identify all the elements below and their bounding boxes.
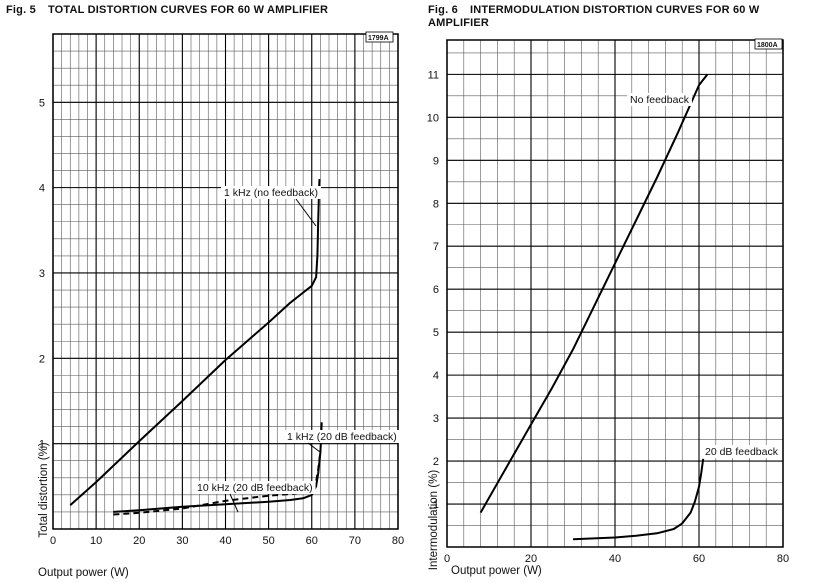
y-axis-label: Intermodulation (%) [428,470,440,571]
fig6-title: Fig. 6 INTERMODULATION DISTORTION CURVES … [428,4,760,16]
figure-code-box [365,31,394,43]
figure-code-box [754,38,783,50]
y-tick-label: 6 [433,284,439,296]
y-tick-label: 11 [428,69,439,81]
y-tick-label: 5 [433,327,439,339]
x-tick-label: 70 [349,535,361,547]
x-axis-label: Output power (W) [451,565,542,577]
figure-code: 1800A [757,42,778,49]
x-tick-label: 10 [90,535,102,547]
x-tick-label: 0 [50,535,56,547]
annotation-1khz-20db-feedback-bg [284,430,400,443]
y-tick-label: 8 [433,198,439,210]
plot-frame [52,33,399,530]
x-tick-label: 80 [777,553,789,565]
annotation-20db-feedback-bg [702,445,781,458]
annotation-1khz-no-feedback-bg [221,186,321,199]
plot-frame [446,39,784,548]
series-line-1 [572,458,705,541]
x-tick-label: 20 [525,553,537,565]
leader-10khz-20db [229,493,239,513]
annotation-10khz-20db-feedback-bg [194,481,316,494]
leader-1khz-20db [307,442,321,453]
figure-code: 1799A [368,35,389,42]
y-tick-label: 4 [433,370,439,382]
y-axis-label: Total distortion (%) [38,442,50,537]
y-tick-label: 4 [39,183,45,195]
y-tick-label: 5 [39,97,45,109]
y-tick-label: 1 [433,499,439,511]
annotation-1khz-no-feedback: 1 kHz (no feedback) [224,187,318,199]
y-tick-label: 7 [433,241,439,253]
x-tick-label: 80 [392,535,404,547]
y-tick-label: 10 [427,112,439,124]
y-tick-label: 9 [433,155,439,167]
x-tick-label: 0 [444,553,450,565]
y-tick-label: 3 [39,268,45,280]
x-tick-label: 20 [133,535,145,547]
y-tick-label: 1 [39,439,45,451]
annotation-10khz-20db-feedback: 10 kHz (20 dB feedback) [197,482,313,494]
annotation-20db-feedback: 20 dB feedback [705,446,779,458]
annotation-no-feedback: No feedback [630,94,690,106]
chart-6: 1800A 0 20 40 60 80 1 2 3 4 5 6 7 8 9 10 11 Output power … [427,38,789,577]
x-tick-label: 50 [263,535,275,547]
fig5-title: Fig. 5 TOTAL DISTORTION CURVES FOR 60 W A… [6,4,329,16]
x-tick-label: 60 [693,553,705,565]
y-tick-label: 2 [39,353,45,365]
x-tick-label: 40 [609,553,621,565]
annotation-no-feedback-bg [627,93,692,106]
annotation-1khz-20db-feedback: 1 kHz (20 dB feedback) [287,431,397,443]
x-tick-label: 30 [176,535,188,547]
chart-5: 1799A 0 10 20 30 40 50 60 70 80 1 2 3 4 5 Output power … [38,31,404,579]
series-line-0 [479,73,709,514]
leader-1khz-no-feedback [295,198,317,227]
x-tick-label: 60 [306,535,318,547]
x-tick-label: 40 [219,535,231,547]
series-line-2 [113,452,322,516]
series-line-1 [113,422,323,513]
fig6-title-line2: AMPLIFIER [428,17,490,29]
y-tick-label: 3 [433,413,439,425]
x-axis-label: Output power (W) [38,567,129,579]
series-line-0 [69,179,321,506]
y-tick-label: 2 [433,456,439,468]
